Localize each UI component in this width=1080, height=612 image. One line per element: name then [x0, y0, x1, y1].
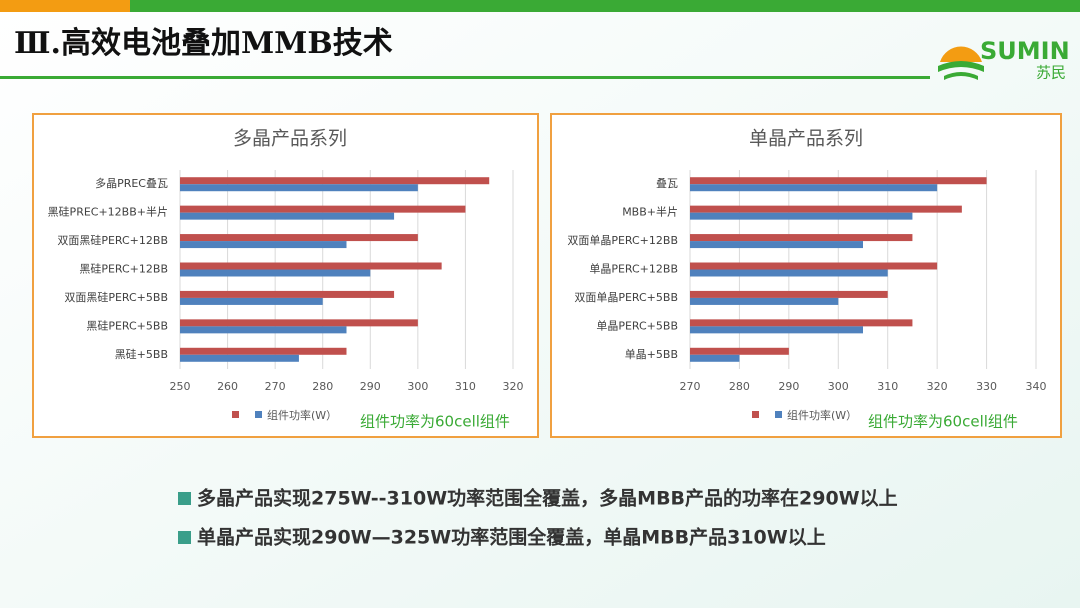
bar	[690, 347, 789, 355]
x-tick-label: 300	[407, 380, 428, 393]
legend-swatch	[255, 411, 262, 418]
x-tick-label: 320	[503, 380, 524, 393]
x-tick-label: 280	[729, 380, 750, 393]
y-tick-label: 多晶PREC叠瓦	[95, 176, 168, 190]
logo-wave	[938, 61, 984, 72]
y-tick-label: 叠瓦	[656, 177, 678, 190]
bar	[180, 297, 323, 305]
annotation: 组件功率为60cell组件	[360, 413, 510, 431]
legend-swatch	[752, 411, 759, 418]
x-tick-label: 330	[976, 380, 997, 393]
bar	[180, 184, 418, 192]
y-tick-label: 黑硅+5BB	[115, 348, 168, 361]
annotation: 组件功率为60cell组件	[868, 413, 1018, 431]
bar	[180, 262, 442, 270]
bar	[690, 290, 888, 298]
x-tick-label: 310	[455, 380, 476, 393]
bar	[690, 205, 962, 213]
bar	[180, 269, 371, 277]
bar	[180, 326, 347, 334]
logo: SUMIN 苏民	[938, 37, 1070, 82]
logo-wave	[944, 72, 978, 80]
y-tick-label: 双面单晶PERC+12BB	[567, 234, 678, 247]
bar	[690, 212, 913, 220]
top-bar-green	[130, 0, 1080, 12]
y-tick-label: 双面黑硅PERC+12BB	[57, 234, 168, 247]
bar	[180, 347, 347, 355]
y-tick-label: 单晶+5BB	[625, 348, 678, 361]
x-tick-label: 260	[217, 380, 238, 393]
bar	[690, 177, 987, 185]
x-tick-label: 300	[828, 380, 849, 393]
bar	[690, 234, 913, 242]
legend-swatch	[232, 411, 239, 418]
bullet-marker	[178, 492, 191, 505]
bar	[180, 319, 418, 327]
bar	[180, 241, 347, 249]
legend-label: 组件功率(W）	[787, 408, 857, 422]
x-tick-label: 250	[170, 380, 191, 393]
x-tick-label: 290	[778, 380, 799, 393]
bar	[690, 241, 863, 249]
x-tick-label: 280	[312, 380, 333, 393]
y-tick-label: 黑硅PERC+12BB	[79, 263, 168, 276]
y-tick-label: 单晶PERC+12BB	[589, 263, 678, 276]
top-bar-orange	[0, 0, 130, 12]
x-tick-label: 270	[680, 380, 701, 393]
bar	[690, 262, 938, 270]
bar	[180, 177, 490, 185]
y-tick-label: 双面黑硅PERC+5BB	[64, 291, 168, 304]
bar	[690, 326, 863, 334]
x-tick-label: 290	[360, 380, 381, 393]
bar	[180, 205, 466, 213]
logo-text: SUMIN	[980, 37, 1070, 65]
legend-label: 组件功率(W）	[267, 408, 337, 422]
bar	[180, 354, 299, 362]
bar	[690, 297, 839, 305]
y-tick-label: 双面单晶PERC+5BB	[574, 291, 678, 304]
bar	[690, 354, 740, 362]
title-rule	[0, 76, 930, 79]
bar	[180, 212, 395, 220]
bar	[690, 184, 938, 192]
bullet-text: 单晶产品实现290W—325W功率范围全覆盖，单晶MBB产品310W以上	[197, 526, 826, 549]
x-tick-label: 270	[265, 380, 286, 393]
y-tick-label: MBB+半片	[622, 205, 678, 219]
logo-subtext: 苏民	[1036, 64, 1066, 82]
bar	[180, 234, 418, 242]
slide-title: Ⅲ.高效电池叠加MMB技术	[14, 26, 393, 61]
bar	[690, 319, 913, 327]
bar	[690, 269, 888, 277]
y-tick-label: 黑硅PERC+5BB	[86, 319, 168, 332]
chart-title: 多晶产品系列	[233, 128, 347, 150]
y-tick-label: 黑硅PREC+12BB+半片	[48, 205, 168, 219]
logo-sun	[940, 46, 982, 62]
legend-swatch	[775, 411, 782, 418]
x-tick-label: 310	[877, 380, 898, 393]
chart-title: 单晶产品系列	[749, 128, 863, 150]
bar	[180, 290, 395, 298]
x-tick-label: 320	[927, 380, 948, 393]
bullet-marker	[178, 531, 191, 544]
bullet-text: 多晶产品实现275W--310W功率范围全覆盖，多晶MBB产品的功率在290W以…	[197, 487, 898, 510]
x-tick-label: 340	[1026, 380, 1047, 393]
y-tick-label: 单晶PERC+5BB	[596, 319, 678, 332]
